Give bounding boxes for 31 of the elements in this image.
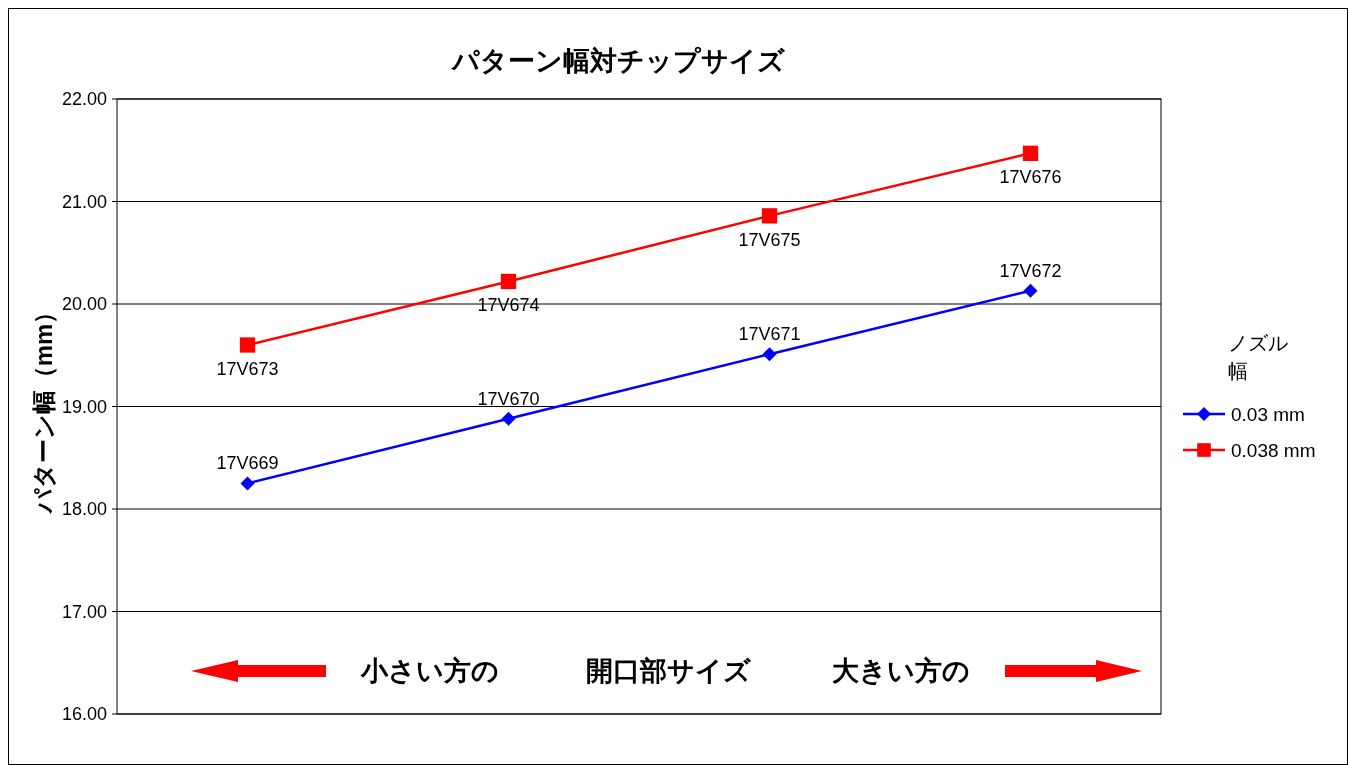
annotation: 開口部サイズ: [585, 656, 752, 687]
annotation: 17V673: [216, 359, 279, 379]
point: [239, 337, 256, 353]
point: [1022, 145, 1039, 161]
point: [501, 411, 516, 426]
annotation: 大きい方の: [832, 656, 970, 687]
point: [500, 273, 517, 290]
y-tick-label: 17.00: [61, 601, 107, 622]
annotation: 17V671: [738, 324, 801, 345]
annotation: 17V676: [999, 167, 1062, 188]
point: [762, 347, 777, 362]
annotation: 17V674: [477, 295, 540, 316]
y-tick-label: 20.00: [61, 294, 107, 315]
annotation: 小さい方の: [360, 656, 499, 687]
y-tick-label: 18.00: [61, 499, 107, 520]
legend-label: 0.038 mm: [1231, 439, 1316, 461]
annotation: 17V675: [738, 229, 801, 250]
y-axis-title: パターン幅（mm）: [30, 299, 57, 516]
point: [761, 208, 778, 224]
legend-title: ノズル幅: [1228, 332, 1288, 382]
y-tick-label: 21.00: [61, 191, 107, 212]
chart-title: パターン幅対チップサイズ: [449, 46, 786, 76]
legend-label: 0.03 mm: [1231, 403, 1305, 425]
annotation: 17V672: [999, 260, 1062, 281]
y-tick-label: 22.00: [61, 89, 107, 110]
annotation: 17V669: [216, 453, 279, 474]
annotation: 17V670: [477, 388, 540, 409]
point: [1023, 283, 1038, 298]
y-tick-label: 19.00: [61, 396, 107, 417]
y-tick-label: 16.00: [61, 704, 107, 725]
point: [240, 476, 255, 491]
